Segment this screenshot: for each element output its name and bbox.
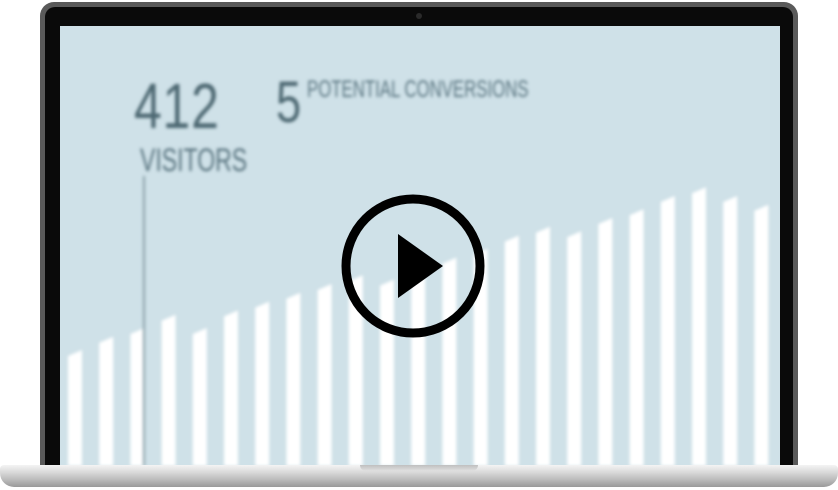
visitors-label: VISITORS xyxy=(140,142,248,178)
chart-bar xyxy=(598,218,613,466)
chart-bar xyxy=(536,226,550,466)
visitors-bar-chart xyxy=(68,187,769,466)
chart-bar xyxy=(161,314,176,466)
play-button[interactable] xyxy=(340,193,486,339)
chart-bar xyxy=(411,266,426,466)
chart-bar xyxy=(286,292,301,466)
conversions-label: POTENTIAL CONVERSIONS xyxy=(307,76,529,103)
chart-bar xyxy=(754,204,769,466)
chart-bar xyxy=(224,310,238,466)
chart-bar xyxy=(723,196,738,466)
chart-bar xyxy=(660,196,675,466)
chart-bar xyxy=(473,248,488,466)
chart-bar xyxy=(629,209,644,466)
chart-bar xyxy=(255,301,270,466)
chart-bar xyxy=(130,328,145,466)
chart-bar xyxy=(317,284,332,466)
chart-bar xyxy=(99,336,114,466)
chart-bar xyxy=(442,257,457,466)
blurred-dashboard: 412 VISITORS 5 POTENTIAL CONVERSIONS xyxy=(60,26,780,466)
laptop-base-notch xyxy=(360,465,478,471)
chart-bar xyxy=(68,350,82,466)
chart-bar xyxy=(348,275,363,466)
visitors-marker-line xyxy=(143,176,145,466)
chart-bar xyxy=(692,187,706,466)
chart-bar xyxy=(567,231,582,466)
webcam xyxy=(416,13,422,19)
conversions-count: 5 xyxy=(276,70,302,135)
video-thumbnail-screen[interactable]: 412 VISITORS 5 POTENTIAL CONVERSIONS xyxy=(60,26,780,466)
play-icon xyxy=(341,194,485,338)
chart-bar xyxy=(504,235,519,466)
laptop-base xyxy=(0,465,838,487)
visitors-count: 412 xyxy=(134,70,220,142)
chart-bar xyxy=(192,328,207,466)
